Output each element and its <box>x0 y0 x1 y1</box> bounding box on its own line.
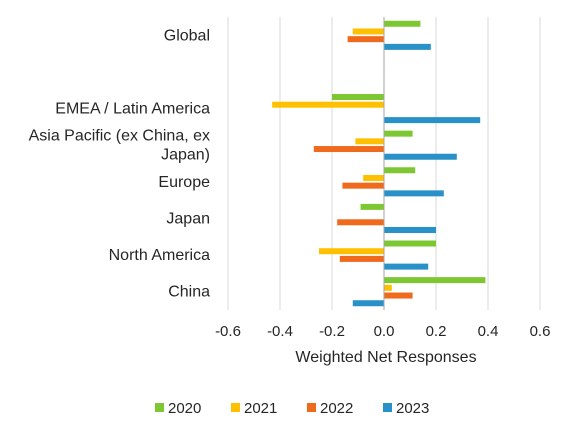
legend-swatch <box>307 403 316 412</box>
legend-label: 2023 <box>396 400 429 417</box>
bar-2020-3 <box>332 94 384 101</box>
category-labels: Global EMEA / Latin America Asia Pacific (… <box>29 27 211 300</box>
legend-swatch <box>155 403 164 412</box>
gridlines <box>227 17 541 310</box>
x-tick-label: 0.2 <box>426 323 447 340</box>
bar-2021-3 <box>272 101 384 108</box>
bar-2021-5 <box>363 174 384 181</box>
legend: 2020 2021 2022 2023 <box>155 400 429 417</box>
legend-swatch <box>231 403 240 412</box>
legend-item-2023: 2023 <box>383 400 429 417</box>
bar-2022-4 <box>313 146 384 153</box>
legend-swatch <box>383 403 392 412</box>
bar-2023-3 <box>384 117 481 124</box>
bar-2020-8 <box>384 277 486 284</box>
x-axis-title: Weighted Net Responses <box>295 349 476 366</box>
category-label: Asia Pacific (ex China, ex Japan) <box>29 128 210 164</box>
category-label: Japan <box>166 210 210 227</box>
category-label: North America <box>109 247 210 264</box>
bar-2023-1 <box>384 43 431 50</box>
x-tick-label: -0.2 <box>319 323 345 340</box>
category-label: Europe <box>158 174 210 191</box>
category-label-line: North America <box>109 247 210 264</box>
bar-2022-8 <box>384 292 413 299</box>
bar-2023-4 <box>384 153 457 160</box>
category-label-line: Global <box>164 27 210 44</box>
legend-item-2020: 2020 <box>155 400 201 417</box>
bar-2023-5 <box>384 190 444 197</box>
bar-2022-7 <box>339 255 384 262</box>
legend-label: 2021 <box>244 400 277 417</box>
bar-2022-6 <box>337 219 384 226</box>
category-label-line: Europe <box>158 174 210 191</box>
bar-2021-1 <box>352 28 384 35</box>
legend-label: 2022 <box>320 400 353 417</box>
legend-item-2022: 2022 <box>307 400 353 417</box>
x-tick-label: -0.4 <box>267 323 293 340</box>
bar-2023-8 <box>352 300 384 307</box>
bar-2021-8 <box>384 284 392 291</box>
bars <box>272 20 486 307</box>
legend-label: 2020 <box>168 400 201 417</box>
category-label: EMEA / Latin America <box>55 101 210 118</box>
bar-2023-7 <box>384 263 429 270</box>
category-label-line: EMEA / Latin America <box>55 101 210 118</box>
x-tick-labels: -0.6 -0.4 -0.2 0.0 0.2 0.4 0.6 <box>215 323 550 340</box>
category-label-line: Asia Pacific (ex China, ex <box>29 128 210 145</box>
x-tick-label: 0.0 <box>374 323 395 340</box>
category-label-line: Japan) <box>161 147 210 164</box>
bar-2021-4 <box>355 138 384 145</box>
bar-2022-5 <box>342 182 384 189</box>
x-tick-label: 0.6 <box>530 323 551 340</box>
bar-2020-7 <box>384 240 436 247</box>
category-label: Global <box>164 27 210 44</box>
bar-2020-1 <box>384 20 421 27</box>
x-tick-label: 0.4 <box>478 323 499 340</box>
legend-item-2021: 2021 <box>231 400 277 417</box>
bar-2022-1 <box>347 36 384 43</box>
category-label-line: China <box>168 284 210 301</box>
bar-2021-7 <box>319 248 384 255</box>
category-label-line: Japan <box>166 210 210 227</box>
category-label: China <box>168 284 210 301</box>
bar-2023-6 <box>384 226 436 233</box>
bar-2020-4 <box>384 130 413 137</box>
bar-2020-6 <box>360 203 384 210</box>
x-tick-label: -0.6 <box>215 323 241 340</box>
bar-2020-5 <box>384 167 416 174</box>
